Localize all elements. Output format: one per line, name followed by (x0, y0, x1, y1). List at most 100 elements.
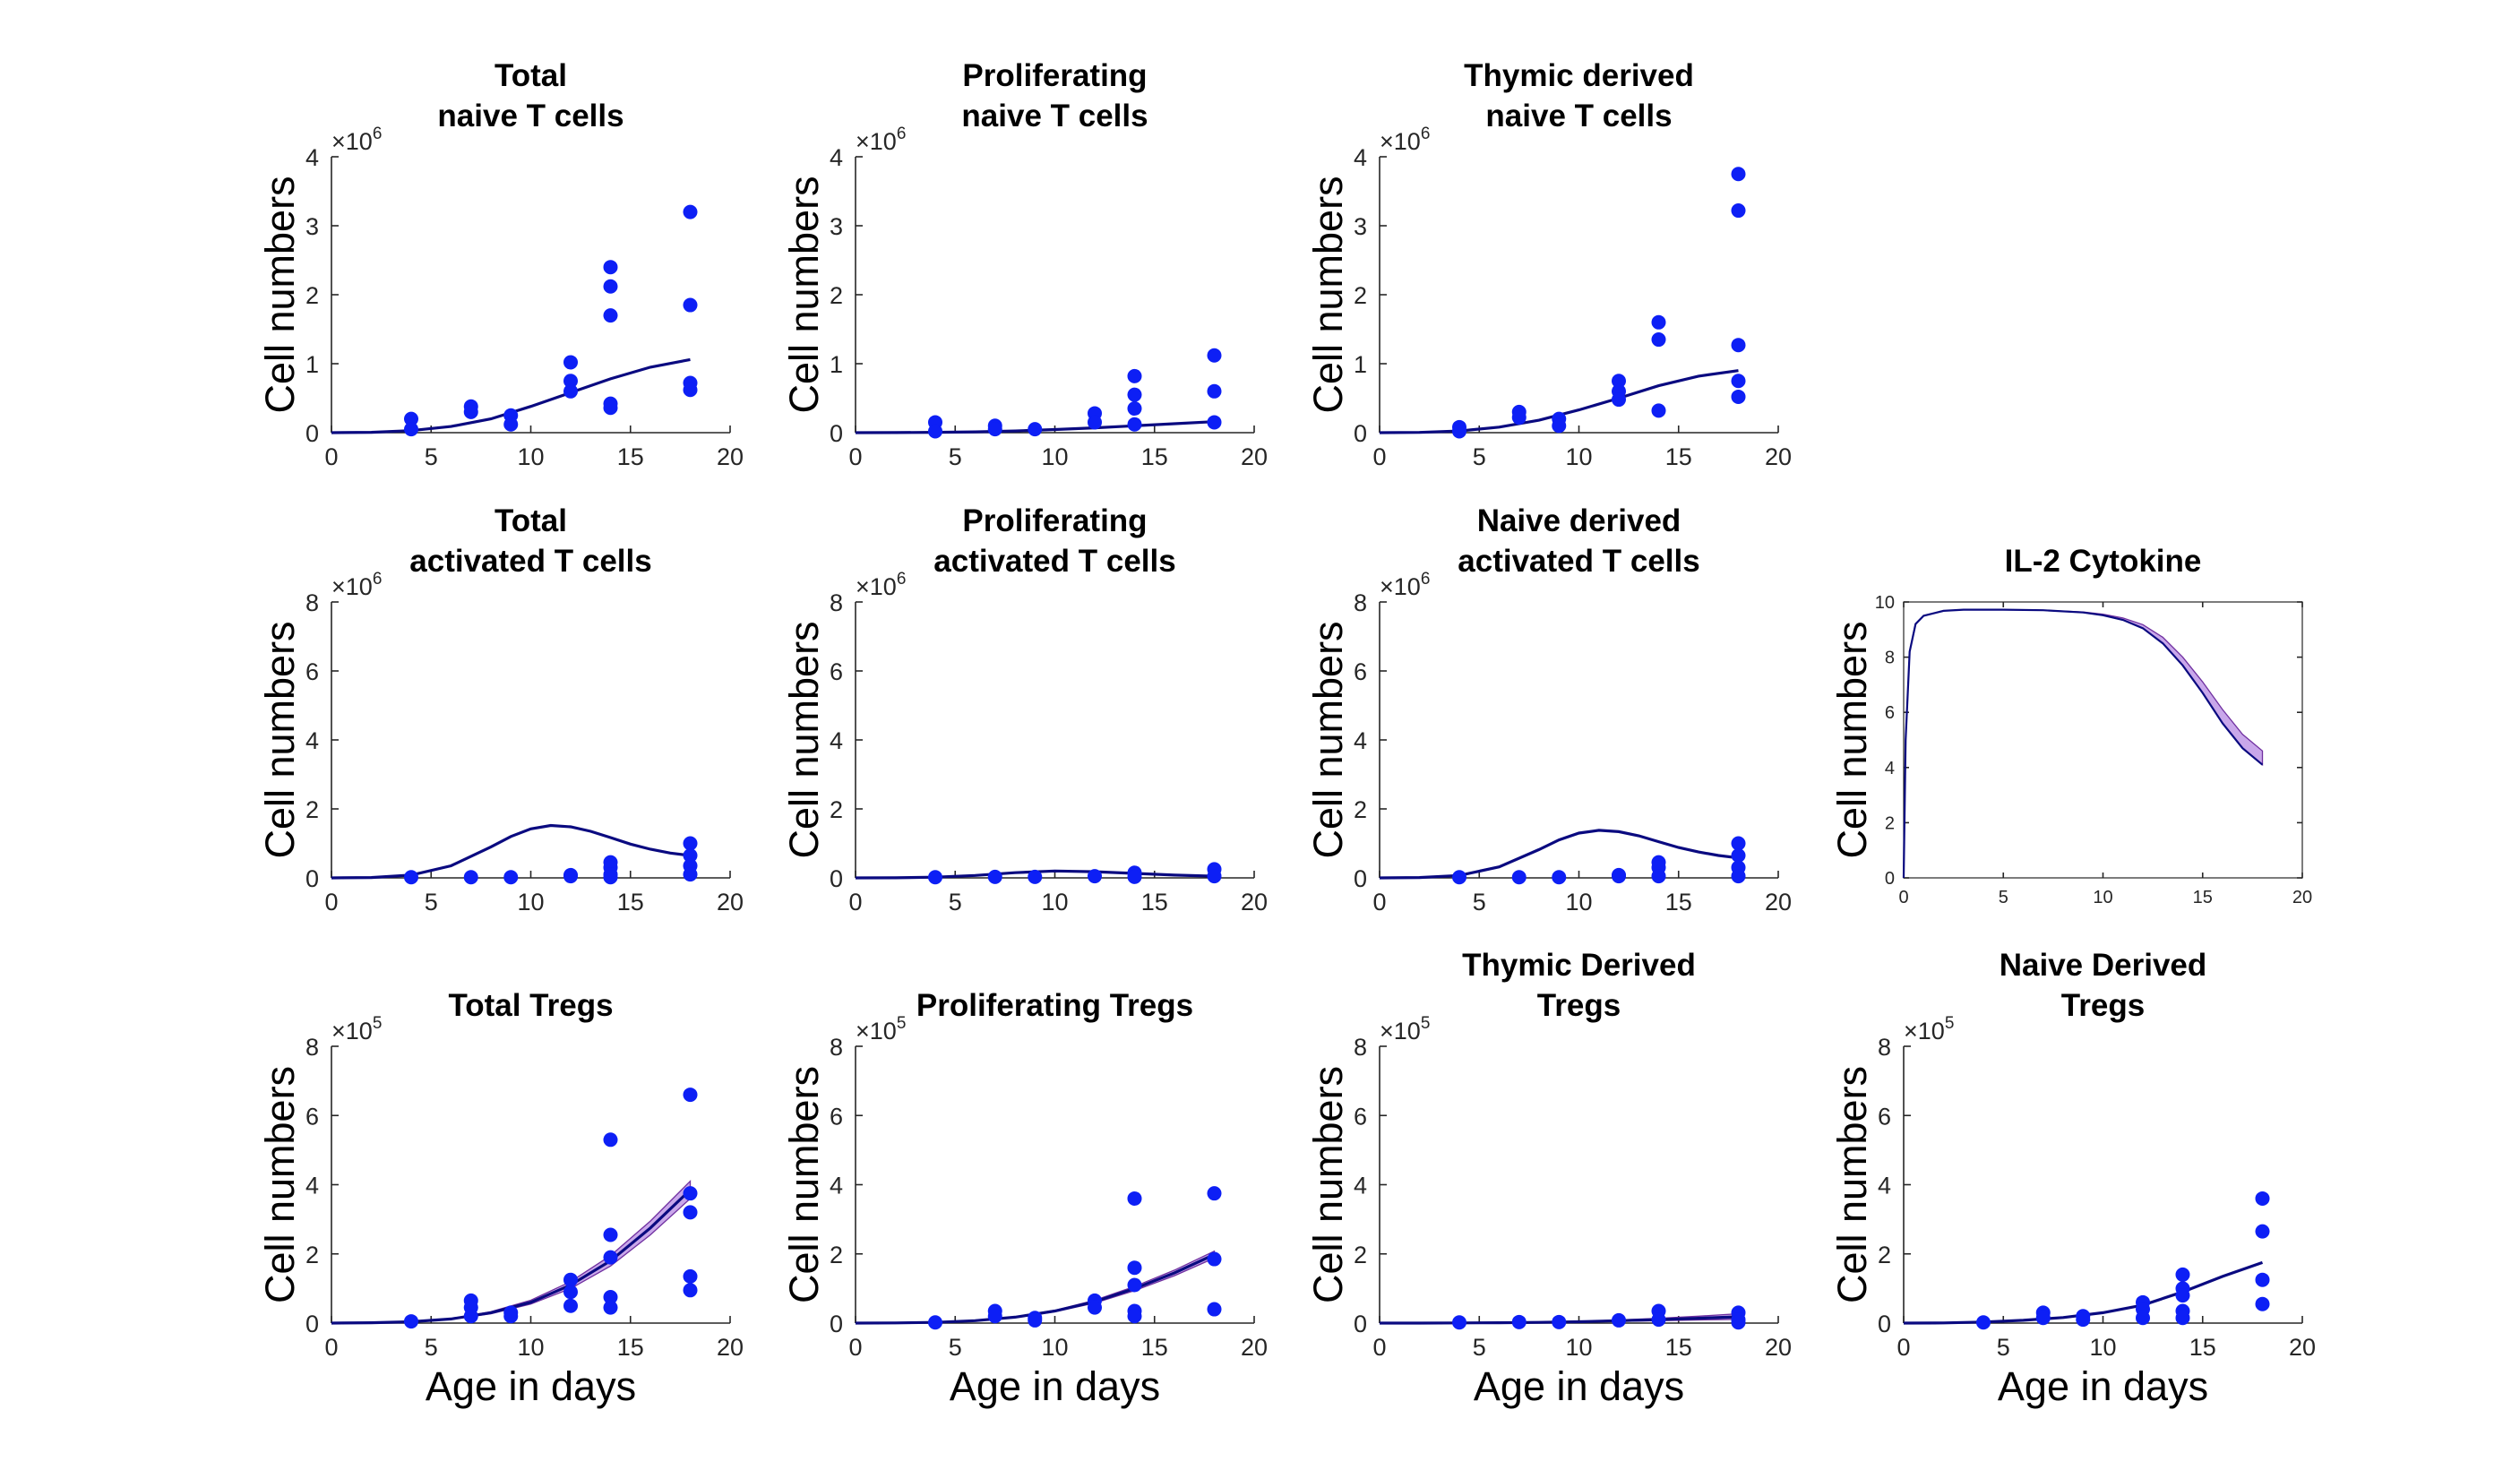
x-tick-label: 20 (1241, 1334, 1268, 1361)
chart-title: Proliferating (962, 503, 1147, 538)
y-tick-label: 3 (830, 213, 843, 240)
data-point (1207, 1186, 1222, 1201)
panel-proliferating-tregs: 0 5 10 15 20 0 2 4 6 8 ×105 Proliferating Tregs Cell… (781, 988, 1268, 1409)
model-fit-line (331, 1189, 692, 1325)
data-point (1731, 847, 1746, 863)
y-tick-label: 8 (305, 1034, 319, 1061)
chart-title: Naive Derived (2000, 948, 2207, 983)
data-point (1731, 338, 1746, 353)
y-axis-label: Cell numbers (1305, 621, 1351, 858)
data-point (683, 1268, 698, 1284)
panel-naive-derived-tregs: 0 5 10 15 20 0 2 4 6 8 ×105 Naive Derived Tregs Cell … (1829, 948, 2316, 1409)
x-tick-label: 15 (617, 1334, 644, 1361)
data-point (1127, 869, 1142, 884)
data-point (1127, 1277, 1142, 1293)
data-point (1028, 1312, 1043, 1328)
x-tick-label: 15 (1141, 1334, 1168, 1361)
data-point (603, 260, 618, 275)
y-tick-label: 8 (1878, 1034, 1891, 1061)
chart-title: Proliferating Tregs (916, 988, 1193, 1023)
x-tick-label: 5 (949, 443, 962, 470)
data-point (1127, 401, 1142, 417)
y-tick-label: 6 (830, 1103, 843, 1130)
y-tick-label: 6 (830, 658, 843, 685)
x-tick-label: 10 (1041, 889, 1068, 916)
data-point (1731, 836, 1746, 851)
x-tick-label: 10 (1041, 443, 1068, 470)
data-point (987, 869, 1002, 884)
data-point (1207, 348, 1222, 363)
data-point (603, 1290, 618, 1305)
data-point (603, 400, 618, 416)
chart-title: Total (495, 58, 567, 93)
chart-title: Thymic Derived (1462, 948, 1696, 983)
data-point (603, 308, 618, 323)
y-tick-label: 6 (1354, 1103, 1367, 1130)
x-tick-label: 15 (617, 443, 644, 470)
y-tick-label: 8 (830, 1034, 843, 1061)
data-point (2255, 1296, 2270, 1311)
x-tick-label: 15 (2189, 1334, 2216, 1361)
y-tick-label: 2 (305, 1242, 319, 1268)
data-point (2035, 1311, 2051, 1326)
x-tick-label: 5 (949, 1334, 962, 1361)
y-tick-label: 4 (1354, 144, 1367, 171)
x-tick-label: 20 (1241, 443, 1268, 470)
panel-total-activated: 0 5 10 15 20 0 2 4 6 8 ×106 Total activated T cells C… (257, 503, 744, 916)
x-tick-label: 0 (324, 443, 338, 470)
data-point (603, 1132, 618, 1148)
x-axis-label: Age in days (1474, 1363, 1684, 1409)
y-tick-label: 4 (305, 144, 319, 171)
x-tick-label: 20 (1765, 1334, 1792, 1361)
data-point (463, 1309, 478, 1324)
data-point (1731, 374, 1746, 389)
data-point (1651, 403, 1666, 418)
data-point (1028, 422, 1043, 437)
y-tick-label: 10 (1875, 593, 1895, 613)
y-tick-label: 4 (830, 1173, 843, 1199)
x-tick-label: 15 (617, 889, 644, 916)
y-tick-label: 0 (305, 1311, 319, 1337)
x-tick-label: 0 (1372, 1334, 1386, 1361)
data-point (1452, 1315, 1466, 1330)
data-point (683, 383, 698, 398)
data-point (1028, 869, 1043, 884)
y-tick-label: 2 (830, 796, 843, 823)
y-exponent-label: ×106 (856, 570, 906, 600)
data-point (683, 1087, 698, 1103)
data-point (1651, 1312, 1666, 1328)
data-point (563, 355, 578, 370)
x-tick-label: 10 (1041, 1334, 1068, 1361)
x-tick-label: 10 (517, 1334, 544, 1361)
x-tick-label: 0 (1372, 889, 1386, 916)
data-point (503, 870, 519, 885)
y-tick-label: 6 (305, 658, 319, 685)
y-exponent-label: ×105 (1380, 1014, 1430, 1044)
y-tick-label: 2 (1354, 282, 1367, 309)
x-tick-label: 5 (425, 889, 438, 916)
data-point (503, 1309, 519, 1324)
y-tick-label: 0 (1885, 869, 1895, 889)
chart-title: naive T cells (437, 99, 624, 133)
x-tick-label: 10 (1565, 1334, 1592, 1361)
x-tick-label: 5 (1473, 1334, 1486, 1361)
data-point (1731, 1315, 1746, 1330)
data-point (1127, 387, 1142, 402)
chart-title: activated T cells (933, 544, 1175, 579)
data-point (1511, 410, 1527, 426)
model-fit-line (1379, 829, 1739, 880)
x-tick-label: 0 (1372, 443, 1386, 470)
y-tick-label: 4 (830, 727, 843, 754)
chart-title: Total Tregs (448, 988, 613, 1023)
data-point (563, 1298, 578, 1313)
y-tick-label: 3 (305, 213, 319, 240)
chart-title: Total (495, 503, 567, 538)
data-point (563, 1285, 578, 1300)
y-axis-label: Cell numbers (1829, 1066, 1875, 1303)
data-point (1511, 1314, 1527, 1329)
panel-thymic-tregs: 0 5 10 15 20 0 2 4 6 8 ×105 Thymic Derived Tregs Cell… (1305, 948, 1792, 1409)
chart-title: naive T cells (1485, 99, 1672, 133)
x-tick-label: 5 (1997, 1334, 2010, 1361)
data-point (987, 422, 1002, 437)
